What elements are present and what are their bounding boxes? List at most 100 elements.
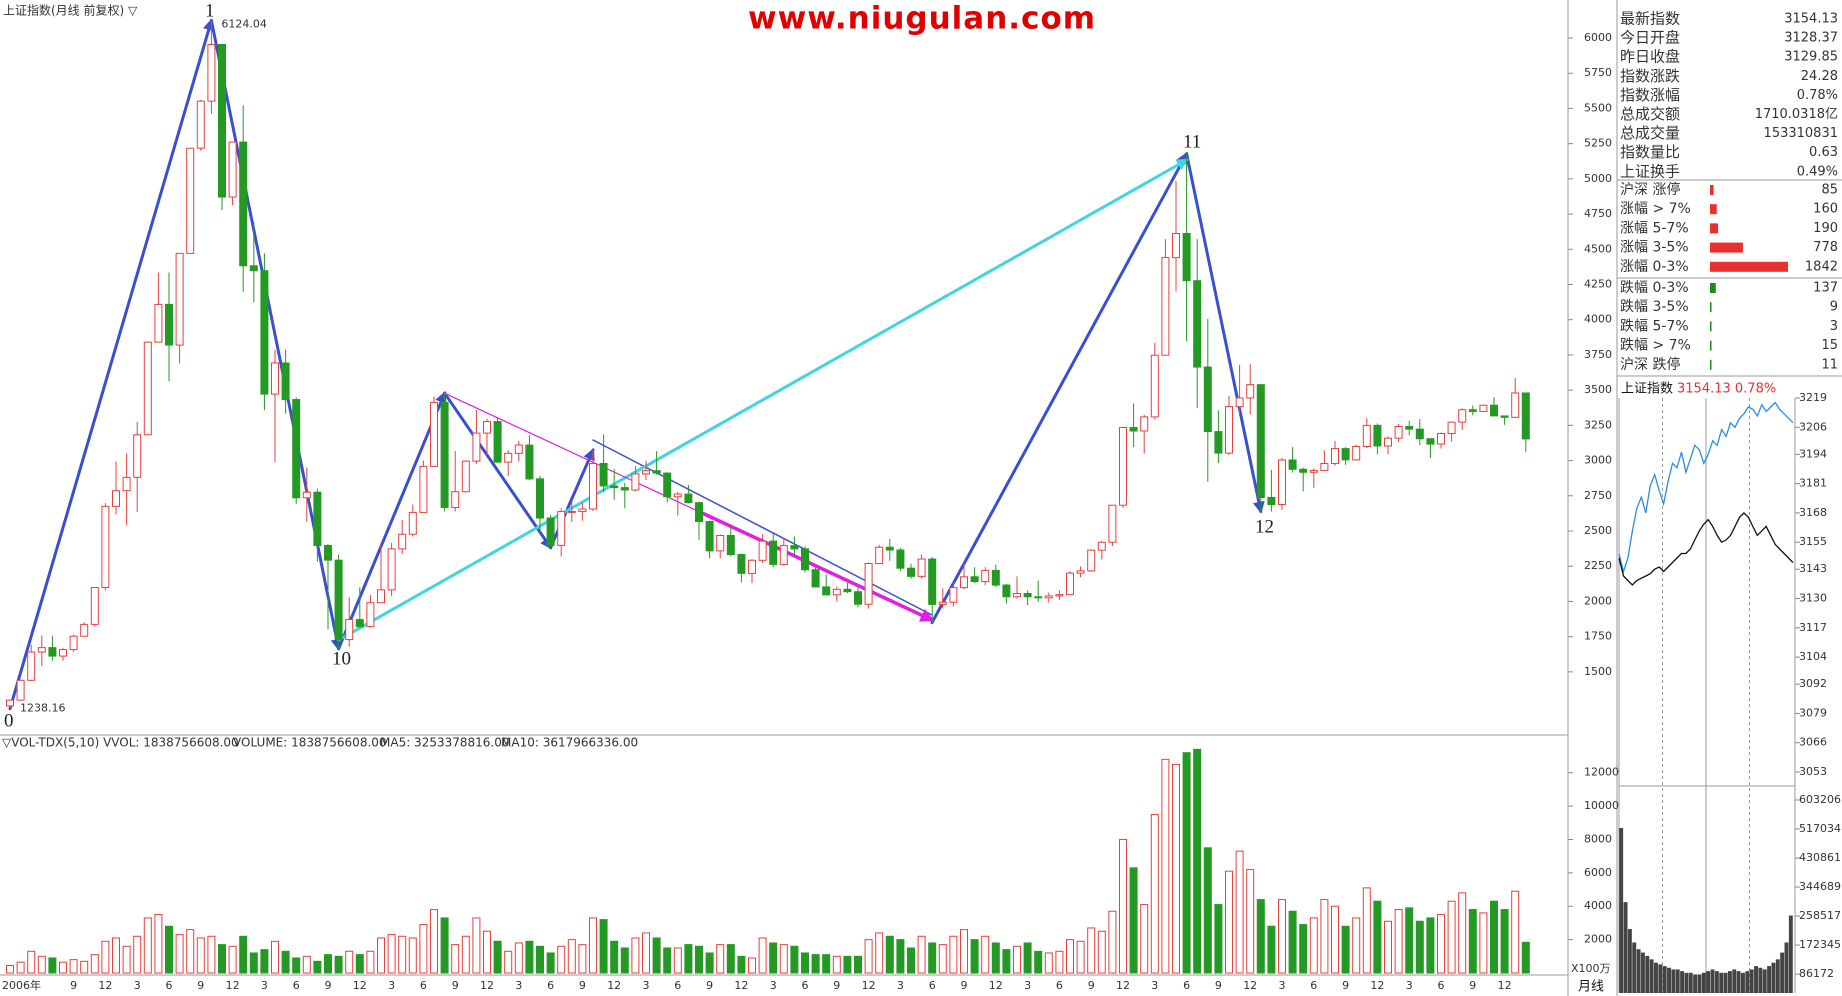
candle-body [557, 511, 566, 546]
candle-body [1172, 233, 1180, 259]
candle-body [1182, 233, 1191, 282]
y-tick-label: 5000 [1584, 172, 1612, 185]
x-tick-label: 6 [1056, 979, 1063, 992]
volume-bar [313, 960, 322, 974]
volume-bar [271, 940, 279, 974]
volume-legend: VOLUME: 1838756608.00 [233, 736, 387, 750]
volume-bar [1384, 920, 1392, 974]
candle-body [1267, 496, 1276, 506]
volume-bar [1714, 971, 1719, 993]
volume-bar [472, 917, 481, 974]
volume-bar [1055, 950, 1064, 974]
candle-body [949, 587, 958, 603]
candle-body [59, 649, 67, 657]
y-tick-label: 1750 [1584, 630, 1612, 643]
candle-body [260, 270, 269, 395]
candle-body [1225, 406, 1233, 454]
candle-body [377, 589, 385, 604]
wave-label: 11 [1183, 131, 1201, 152]
candle-body [1278, 459, 1286, 506]
volume-bar [165, 925, 173, 974]
volume-bar [737, 955, 746, 974]
x-tick-label: 6 [1438, 979, 1445, 992]
y-tick-label: 10000 [1584, 799, 1619, 812]
candle-body [451, 491, 460, 508]
breadth-value: 9 [1830, 300, 1838, 315]
x-tick-label: 3 [897, 979, 904, 992]
candle-body [928, 558, 937, 605]
candle-body [122, 476, 131, 492]
candle-body [938, 601, 947, 605]
breadth-bar [1710, 359, 1712, 370]
x-tick-label: 12 [989, 979, 1003, 992]
volume-bar [1710, 969, 1715, 993]
volume-bar [1172, 763, 1180, 974]
candle-body [1352, 445, 1361, 461]
x-tick-label: 6 [1183, 979, 1190, 992]
volume-bar [112, 937, 120, 974]
y-tick-label: 6000 [1584, 31, 1612, 44]
y-tick-label: 86172 [1799, 967, 1834, 980]
x-tick-label: 9 [579, 979, 586, 992]
volume-bar [1727, 971, 1732, 993]
volume-bar [1654, 962, 1658, 993]
candle-body [324, 545, 332, 561]
volume-bar [1140, 904, 1149, 974]
candle-body [705, 521, 714, 552]
quote-label: 总成交量 [1620, 124, 1680, 142]
candle-body [790, 545, 799, 550]
breadth-value: 15 [1821, 338, 1838, 353]
candle-body [1373, 424, 1382, 447]
x-tick-label: 6 [166, 979, 173, 992]
candle-body [493, 421, 502, 463]
x-tick-label: 12 [1498, 979, 1512, 992]
breadth-bar [1710, 204, 1717, 215]
volume-bar [1645, 955, 1650, 993]
volume-bar [1667, 967, 1671, 993]
breadth-value: 11 [1821, 357, 1838, 372]
breadth-label: 跌幅 > 7% [1620, 338, 1691, 354]
candle-body [249, 265, 258, 272]
unit-label: X100万 [1571, 962, 1611, 975]
volume-bar [896, 939, 905, 974]
candle-body [133, 434, 142, 478]
volume-bar [1002, 949, 1011, 974]
low-label: 1238.16 [20, 702, 66, 715]
candle-body [1299, 468, 1308, 473]
volume-bar [949, 935, 958, 974]
volume-bar [1649, 959, 1654, 993]
volume-bar [1182, 752, 1191, 974]
y-tick-label: 3155 [1799, 535, 1827, 548]
x-tick-label: 9 [961, 979, 968, 992]
candle-body [218, 44, 226, 198]
volume-bar [854, 955, 862, 974]
candle-body [1246, 384, 1255, 399]
candle-body [589, 463, 597, 510]
volume-bar [80, 960, 89, 974]
volume-bar [239, 935, 248, 974]
quote-value: 24.28 [1801, 69, 1838, 84]
volume-bar [1749, 969, 1754, 993]
period-tab[interactable]: 月线 [1578, 980, 1604, 995]
breadth-value: 190 [1813, 221, 1838, 236]
candle-body [1458, 409, 1467, 423]
candle-body [504, 452, 513, 463]
volume-bar [907, 947, 915, 974]
candle-body [1002, 584, 1011, 598]
candle-body [1309, 469, 1318, 473]
candle-body [1193, 280, 1202, 368]
y-tick-label: 4000 [1584, 899, 1612, 912]
volume-bar [1468, 909, 1477, 974]
candle-body [610, 485, 619, 489]
volume-bar [1299, 924, 1308, 974]
volume-bar [1662, 966, 1667, 993]
volume-bar [355, 954, 364, 974]
volume-bar [567, 939, 576, 974]
volume-bar [1193, 748, 1202, 974]
volume-bar [1225, 870, 1233, 974]
x-tick-label: 12 [1116, 979, 1130, 992]
volume-bar [991, 942, 1000, 974]
candle-body [355, 619, 364, 628]
x-tick-label: 9 [452, 979, 459, 992]
watermark: www.niugulan.com [748, 1, 1096, 37]
